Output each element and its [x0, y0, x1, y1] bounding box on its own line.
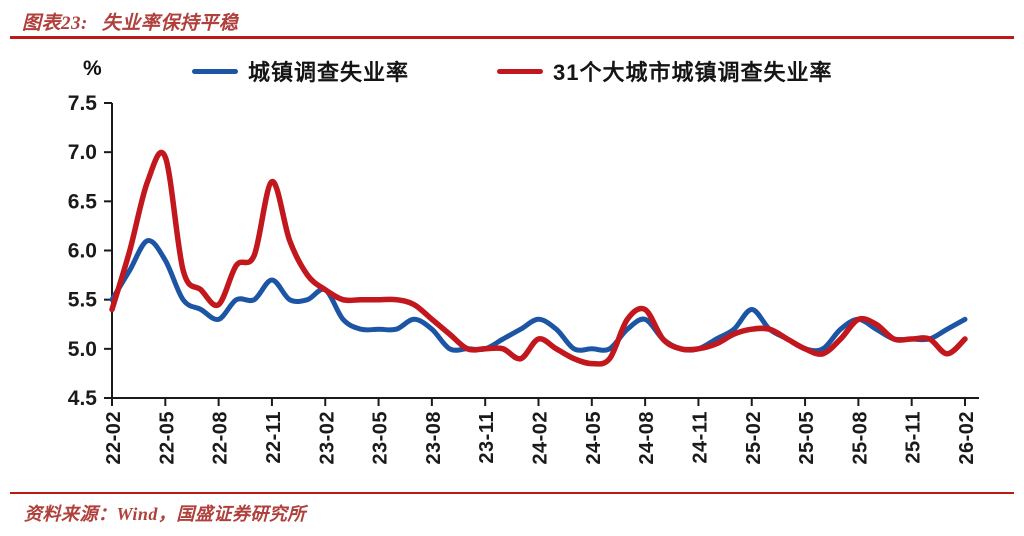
svg-text:25-11: 25-11	[903, 411, 925, 464]
source-note: 资料来源：Wind，国盛证券研究所	[24, 504, 306, 524]
svg-text:24-05: 24-05	[583, 411, 605, 465]
svg-text:6.5: 6.5	[68, 190, 98, 213]
svg-text:25-02: 25-02	[743, 411, 765, 465]
svg-text:22-11: 22-11	[263, 411, 285, 464]
legend-label-31-cities-rate: 31个大城市城镇调查失业率	[553, 60, 833, 85]
svg-text:6.0: 6.0	[68, 240, 97, 263]
header-divider	[10, 36, 1014, 39]
svg-text:23-08: 23-08	[423, 411, 445, 465]
svg-text:23-11: 23-11	[476, 411, 498, 464]
svg-text:25-08: 25-08	[849, 411, 871, 465]
legend-label-national-rate: 城镇调查失业率	[248, 60, 410, 85]
svg-text:22-08: 22-08	[210, 411, 232, 465]
chart-area: % 城镇调查失业率 31个大城市城镇调查失业率 7.5 7.0 6.5 6.0 5.5 5…	[0, 39, 1024, 491]
svg-text:23-05: 23-05	[370, 411, 392, 465]
chart-legend: 城镇调查失业率 31个大城市城镇调查失业率	[192, 53, 833, 89]
svg-text:23-02: 23-02	[316, 411, 338, 465]
svg-text:7.0: 7.0	[68, 141, 97, 164]
footer-divider	[10, 492, 1014, 494]
svg-text:7.5: 7.5	[68, 92, 98, 115]
svg-text:5.5: 5.5	[68, 289, 98, 312]
legend-swatch-red-line	[497, 68, 544, 74]
svg-text:5.0: 5.0	[68, 338, 97, 361]
svg-text:4.5: 4.5	[68, 387, 98, 410]
legend-item-31-cities-rate: 31个大城市城镇调查失业率	[497, 55, 832, 87]
svg-text:24-08: 24-08	[636, 411, 658, 465]
figure-title-text: 失业率保持平稳	[101, 13, 239, 34]
svg-text:24-11: 24-11	[689, 411, 711, 464]
legend-swatch-blue-line	[192, 68, 238, 74]
svg-text:22-02: 22-02	[103, 411, 125, 465]
figure-number: 图表23:	[22, 13, 88, 34]
figure-title: 图表23: 失业率保持平稳	[22, 13, 238, 34]
y-axis-unit-label: %	[83, 57, 102, 80]
svg-text:24-02: 24-02	[530, 411, 552, 465]
svg-text:25-05: 25-05	[796, 411, 818, 465]
figure-header: 图表23: 失业率保持平稳	[0, 0, 1024, 36]
legend-item-national-rate: 城镇调查失业率	[192, 55, 409, 87]
unemployment-line-chart: 7.5 7.0 6.5 6.0 5.5 5.0 4.522-02 22-05 22-08 22-1…	[68, 92, 979, 465]
svg-text:26-02: 26-02	[956, 411, 978, 465]
svg-text:22-05: 22-05	[156, 411, 178, 465]
